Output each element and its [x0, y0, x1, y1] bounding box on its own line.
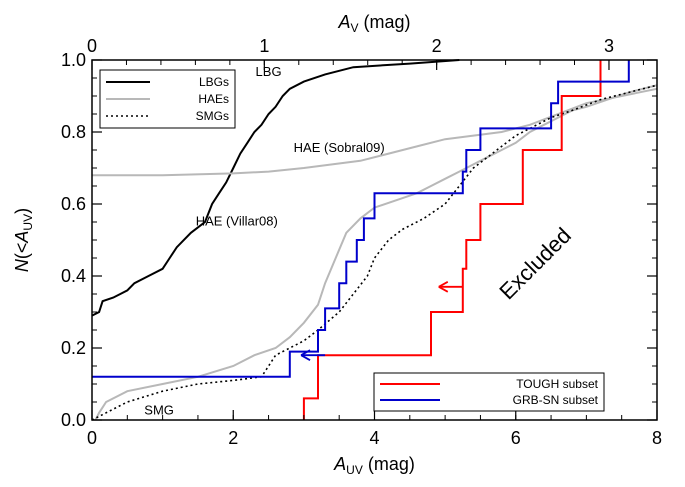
legend-bottom-box: [373, 372, 605, 412]
x-tick-label: 4: [369, 428, 379, 448]
x-tick-label: 8: [652, 428, 662, 448]
legend-bottom-label: TOUGH subset: [516, 377, 598, 391]
x-tick-label: 6: [511, 428, 521, 448]
top-tick-label: 3: [604, 36, 614, 56]
series-line-hae: [92, 87, 658, 177]
legend-top-label: LBGs: [199, 75, 229, 89]
x-tick-label: 2: [228, 428, 238, 448]
annotation-label: HAE (Sobral09): [294, 140, 385, 155]
top-tick-label: 1: [259, 36, 269, 56]
legend-top-label: HAEs: [198, 92, 229, 106]
series-line-lbg: [91, 59, 460, 317]
legend-bottom-label: GRB-SN subset: [513, 393, 599, 407]
x-axis-title: AUV (mag): [333, 454, 415, 477]
annotation-label: SMG: [144, 403, 174, 418]
top-tick-label: 2: [432, 36, 442, 56]
y-tick-label: 0.2: [61, 338, 86, 358]
y-tick-label: 0.4: [61, 266, 86, 286]
y-tick-label: 0.0: [61, 410, 86, 430]
top-tick-label: 0: [87, 36, 97, 56]
arrow-head-grbsn: [300, 349, 311, 361]
x-tick-label: 0: [87, 428, 97, 448]
annotation-label: HAE (Villar08): [196, 214, 278, 229]
series-line-grbsn: [92, 60, 630, 378]
y-axis-title: N(<AUV): [12, 208, 35, 272]
y-tick-label: 1.0: [61, 50, 86, 70]
top-axis-title: AV (mag): [337, 12, 410, 35]
y-tick-label: 0.6: [61, 194, 86, 214]
legend-bottom: TOUGH subset GRB-SN subset: [373, 372, 605, 412]
series-line-tough: [302, 60, 602, 420]
arrow-head-tough: [438, 281, 449, 293]
plot-lines: [91, 59, 658, 421]
y-tick-label: 0.8: [61, 122, 86, 142]
legend-top-label: SMGs: [196, 109, 229, 123]
legend-top: LBGs HAEs SMGs: [99, 69, 236, 129]
annotation-label: LBG: [256, 64, 282, 79]
